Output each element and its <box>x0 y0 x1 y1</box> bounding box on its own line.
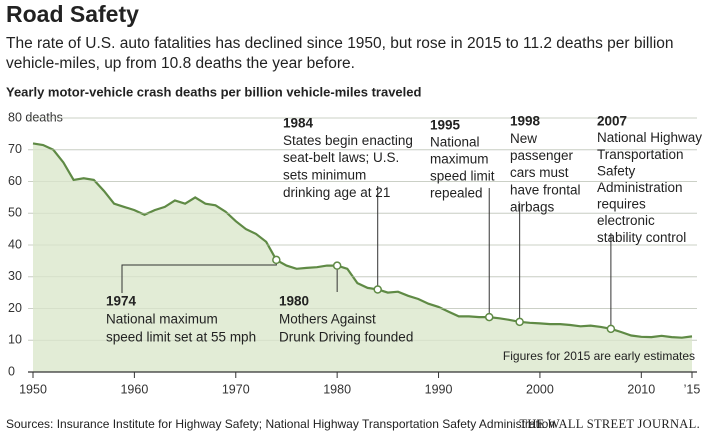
annotation-text: electronic <box>597 213 655 228</box>
annotation-text: Administration <box>597 180 683 195</box>
y-tick-label: 20 <box>8 301 22 315</box>
annotation-text: Transportation <box>597 147 684 162</box>
annotation-text: National Highway <box>597 130 702 145</box>
annotation-text: National maximum <box>106 312 218 327</box>
x-tick-label: 1990 <box>425 382 453 396</box>
credit: THE WALL STREET JOURNAL. <box>519 417 700 431</box>
subtitle-line: The rate of U.S. auto fatalities has dec… <box>6 35 674 52</box>
annotation-marker <box>373 285 382 294</box>
y-tick-label: 50 <box>8 206 22 220</box>
note: Figures for 2015 are early estimates <box>503 349 695 363</box>
annotation-text: Safety <box>597 163 636 178</box>
annotation-text: passenger <box>510 148 574 163</box>
y-tick-label: 80 deaths <box>8 110 63 124</box>
subtitle-line: vehicle-miles, up from 10.8 deaths the y… <box>6 55 355 72</box>
annotation-text: Mothers Against <box>279 312 376 327</box>
chart-subtitle: Yearly motor-vehicle crash deaths per bi… <box>6 84 422 99</box>
annotation-text: repealed <box>430 186 483 201</box>
annotation-text: sets minimum <box>283 167 366 182</box>
annotation-marker <box>606 324 616 334</box>
annotation-text: National <box>430 135 480 150</box>
annotation-marker <box>484 312 494 322</box>
annotation-text: speed limit <box>430 169 495 184</box>
annotation-year: 1984 <box>283 116 314 131</box>
source: Sources: Insurance Institute for Highway… <box>6 417 555 431</box>
y-tick-label: 30 <box>8 269 22 283</box>
annotation-marker <box>515 317 524 327</box>
annotation-marker <box>332 261 342 270</box>
x-tick-label: 1970 <box>222 382 250 396</box>
annotation-text: cars must <box>510 165 569 180</box>
annotation-text: States begin enacting <box>283 133 413 148</box>
annotation-marker <box>272 255 281 265</box>
y-tick-label: 40 <box>8 237 22 251</box>
area <box>33 143 692 372</box>
annotation-year: 1995 <box>430 118 461 133</box>
annotation-year: 1974 <box>106 294 137 309</box>
x-tick-label: 1980 <box>323 382 351 396</box>
annotation-text: airbags <box>510 200 555 215</box>
annotation-year: 1980 <box>279 294 309 309</box>
chart-title: Road Safety <box>6 1 139 27</box>
y-tick-label: 10 <box>8 333 22 347</box>
annotation-text: speed limit set at 55 mph <box>106 330 256 345</box>
annotation-text: requires <box>597 197 646 212</box>
x-tick-label: 1950 <box>19 382 47 396</box>
x-tick-label: 2010 <box>627 382 655 396</box>
annotation-year: 1998 <box>510 114 541 129</box>
annotation-year: 2007 <box>597 114 627 129</box>
annotation-text: seat-belt laws; U.S. <box>283 150 399 165</box>
annotation-text: Drunk Driving founded <box>279 330 413 345</box>
y-tick-label: 70 <box>8 142 22 156</box>
annotation-text: New <box>510 131 537 146</box>
annotation-text: have frontal <box>510 182 581 197</box>
annotation-text: drinking age at 21 <box>283 185 390 200</box>
annotation-text: maximum <box>430 152 489 167</box>
line <box>32 142 693 339</box>
x-tick-label: 2000 <box>526 382 554 396</box>
y-tick-label: 60 <box>8 174 22 188</box>
x-tick-label: 1960 <box>120 382 148 396</box>
x-tick-label: ’15 <box>684 382 701 396</box>
annotation-text: stability control <box>597 230 686 245</box>
y-tick-label: 0 <box>8 364 15 378</box>
